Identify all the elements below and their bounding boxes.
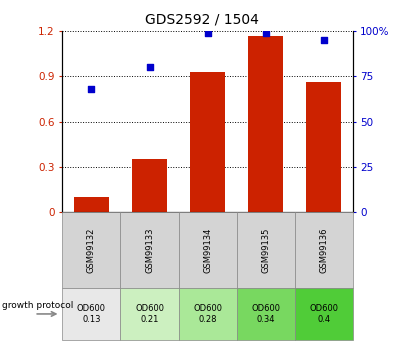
Text: GSM99133: GSM99133 bbox=[145, 227, 154, 273]
Point bbox=[88, 86, 95, 92]
Text: OD600
0.21: OD600 0.21 bbox=[135, 304, 164, 324]
Point bbox=[204, 30, 211, 36]
Text: GSM99134: GSM99134 bbox=[203, 227, 212, 273]
Point bbox=[320, 37, 327, 43]
Bar bbox=[248, 36, 283, 212]
Bar bbox=[190, 72, 225, 212]
Bar bbox=[306, 82, 341, 212]
Text: growth protocol: growth protocol bbox=[2, 301, 73, 310]
Point bbox=[262, 30, 269, 36]
Text: GSM99136: GSM99136 bbox=[319, 227, 328, 273]
Text: OD600
0.34: OD600 0.34 bbox=[251, 304, 280, 324]
Text: GDS2592 / 1504: GDS2592 / 1504 bbox=[145, 12, 258, 26]
Text: GSM99135: GSM99135 bbox=[261, 227, 270, 273]
Text: OD600
0.4: OD600 0.4 bbox=[309, 304, 338, 324]
Bar bbox=[132, 159, 167, 212]
Text: GSM99132: GSM99132 bbox=[87, 227, 96, 273]
Bar bbox=[74, 197, 109, 212]
Text: OD600
0.13: OD600 0.13 bbox=[77, 304, 106, 324]
Text: OD600
0.28: OD600 0.28 bbox=[193, 304, 222, 324]
Point bbox=[146, 65, 153, 70]
